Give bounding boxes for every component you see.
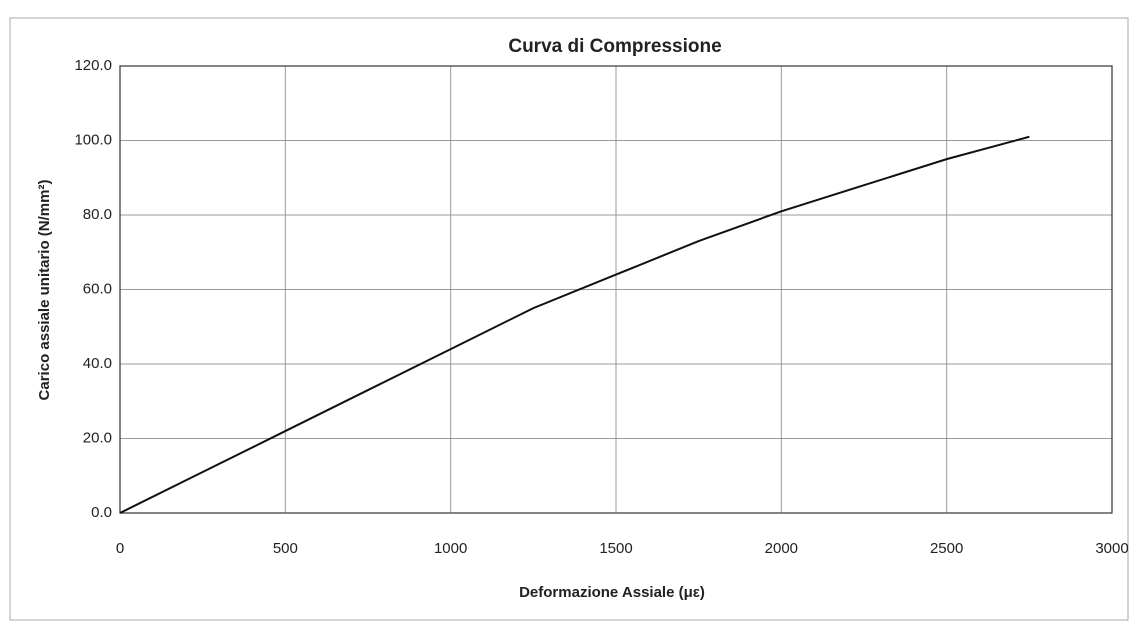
y-tick-label: 60.0 [83, 280, 112, 297]
x-tick-label: 2500 [930, 540, 963, 557]
x-tick-label: 500 [273, 540, 298, 557]
x-tick-label: 2000 [765, 540, 798, 557]
y-tick-label: 20.0 [83, 429, 112, 446]
y-tick-label: 0.0 [91, 504, 112, 521]
data-line [119, 135, 1030, 514]
plot-border [119, 65, 1113, 514]
y-tick-label: 80.0 [83, 206, 112, 223]
chart-title: Curva di Compressione [508, 36, 721, 57]
x-tick-label: 1000 [434, 540, 467, 557]
x-tick-label: 3000 [1095, 540, 1128, 557]
y-tick-label: 100.0 [74, 131, 112, 148]
y-axis-label: Carico assiale unitario (N/mm²) [36, 180, 53, 401]
x-tick-label: 0 [116, 540, 124, 557]
y-tick-label: 120.0 [74, 57, 112, 74]
y-tick-label: 40.0 [83, 355, 112, 372]
chart-frame [9, 17, 1129, 621]
x-tick-label: 1500 [599, 540, 632, 557]
x-axis-label: Deformazione Assiale (με) [519, 584, 705, 601]
